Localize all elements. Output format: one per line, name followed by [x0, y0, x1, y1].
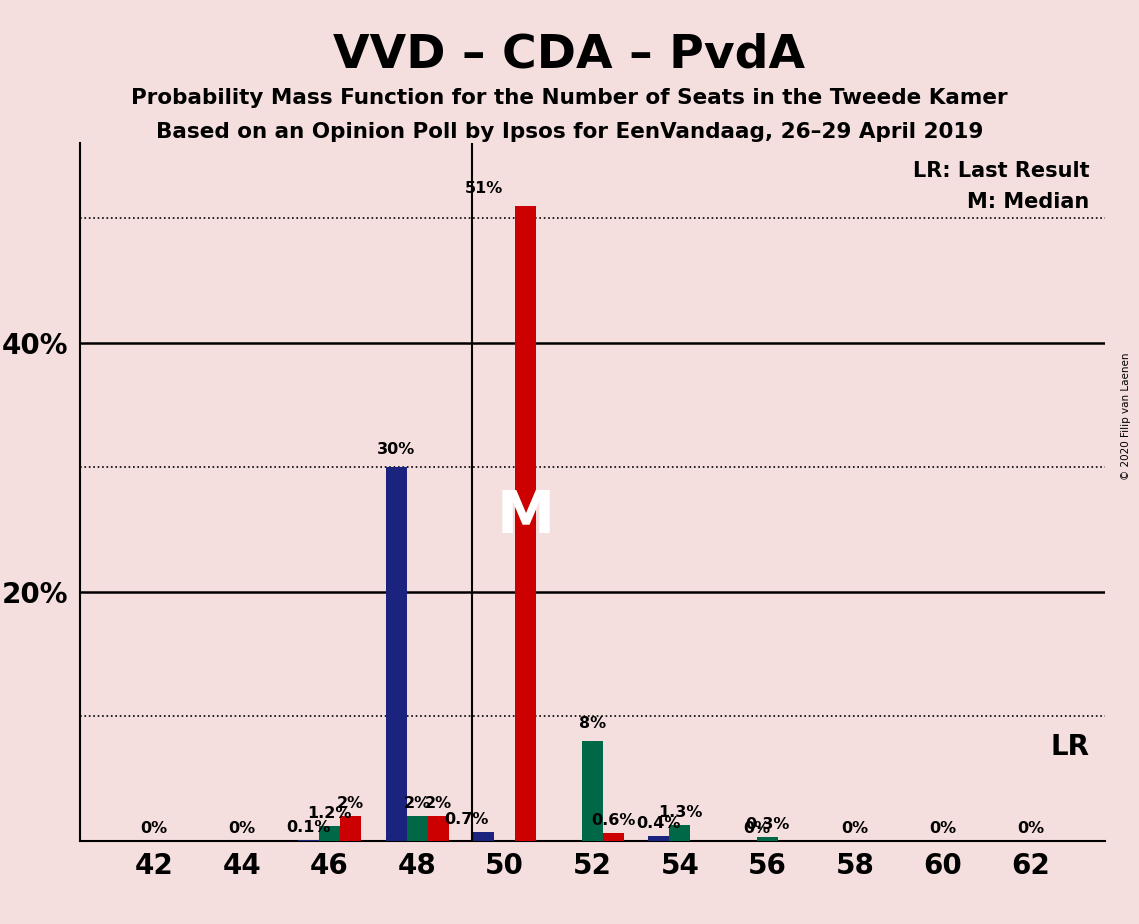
Text: 8%: 8% [579, 716, 606, 731]
Bar [515, 205, 536, 841]
Text: LR: LR [1050, 733, 1089, 760]
Text: 0%: 0% [744, 821, 771, 836]
Text: LR: Last Result: LR: Last Result [912, 161, 1089, 181]
Bar [298, 840, 319, 841]
Text: 0.3%: 0.3% [745, 817, 789, 833]
Bar [339, 816, 361, 841]
Bar [385, 468, 407, 841]
Bar [427, 816, 449, 841]
Text: M: Median: M: Median [967, 192, 1089, 212]
Text: 0.6%: 0.6% [591, 813, 636, 829]
Bar [407, 816, 427, 841]
Text: Probability Mass Function for the Number of Seats in the Tweede Kamer: Probability Mass Function for the Number… [131, 88, 1008, 108]
Bar [648, 836, 670, 841]
Text: 0%: 0% [929, 821, 957, 836]
Text: 0.4%: 0.4% [637, 816, 681, 831]
Text: 0.7%: 0.7% [444, 812, 489, 827]
Text: VVD – CDA – PvdA: VVD – CDA – PvdA [334, 32, 805, 78]
Text: © 2020 Filip van Laenen: © 2020 Filip van Laenen [1121, 352, 1131, 480]
Text: 2%: 2% [403, 796, 431, 811]
Text: 0%: 0% [228, 821, 255, 836]
Text: 0%: 0% [1017, 821, 1044, 836]
Text: 0%: 0% [842, 821, 869, 836]
Text: 30%: 30% [377, 443, 415, 457]
Bar [757, 837, 778, 841]
Text: 51%: 51% [465, 180, 502, 196]
Text: 1.2%: 1.2% [308, 806, 352, 821]
Text: 0%: 0% [140, 821, 167, 836]
Text: 0.1%: 0.1% [286, 820, 330, 834]
Bar [670, 824, 690, 841]
Bar [582, 741, 603, 841]
Text: Based on an Opinion Poll by Ipsos for EenVandaag, 26–29 April 2019: Based on an Opinion Poll by Ipsos for Ee… [156, 122, 983, 142]
Text: M: M [497, 489, 555, 545]
Text: 1.3%: 1.3% [657, 805, 702, 820]
Bar [603, 833, 624, 841]
Bar [473, 833, 494, 841]
Bar [319, 826, 339, 841]
Text: 2%: 2% [425, 796, 452, 811]
Text: 2%: 2% [337, 796, 364, 811]
